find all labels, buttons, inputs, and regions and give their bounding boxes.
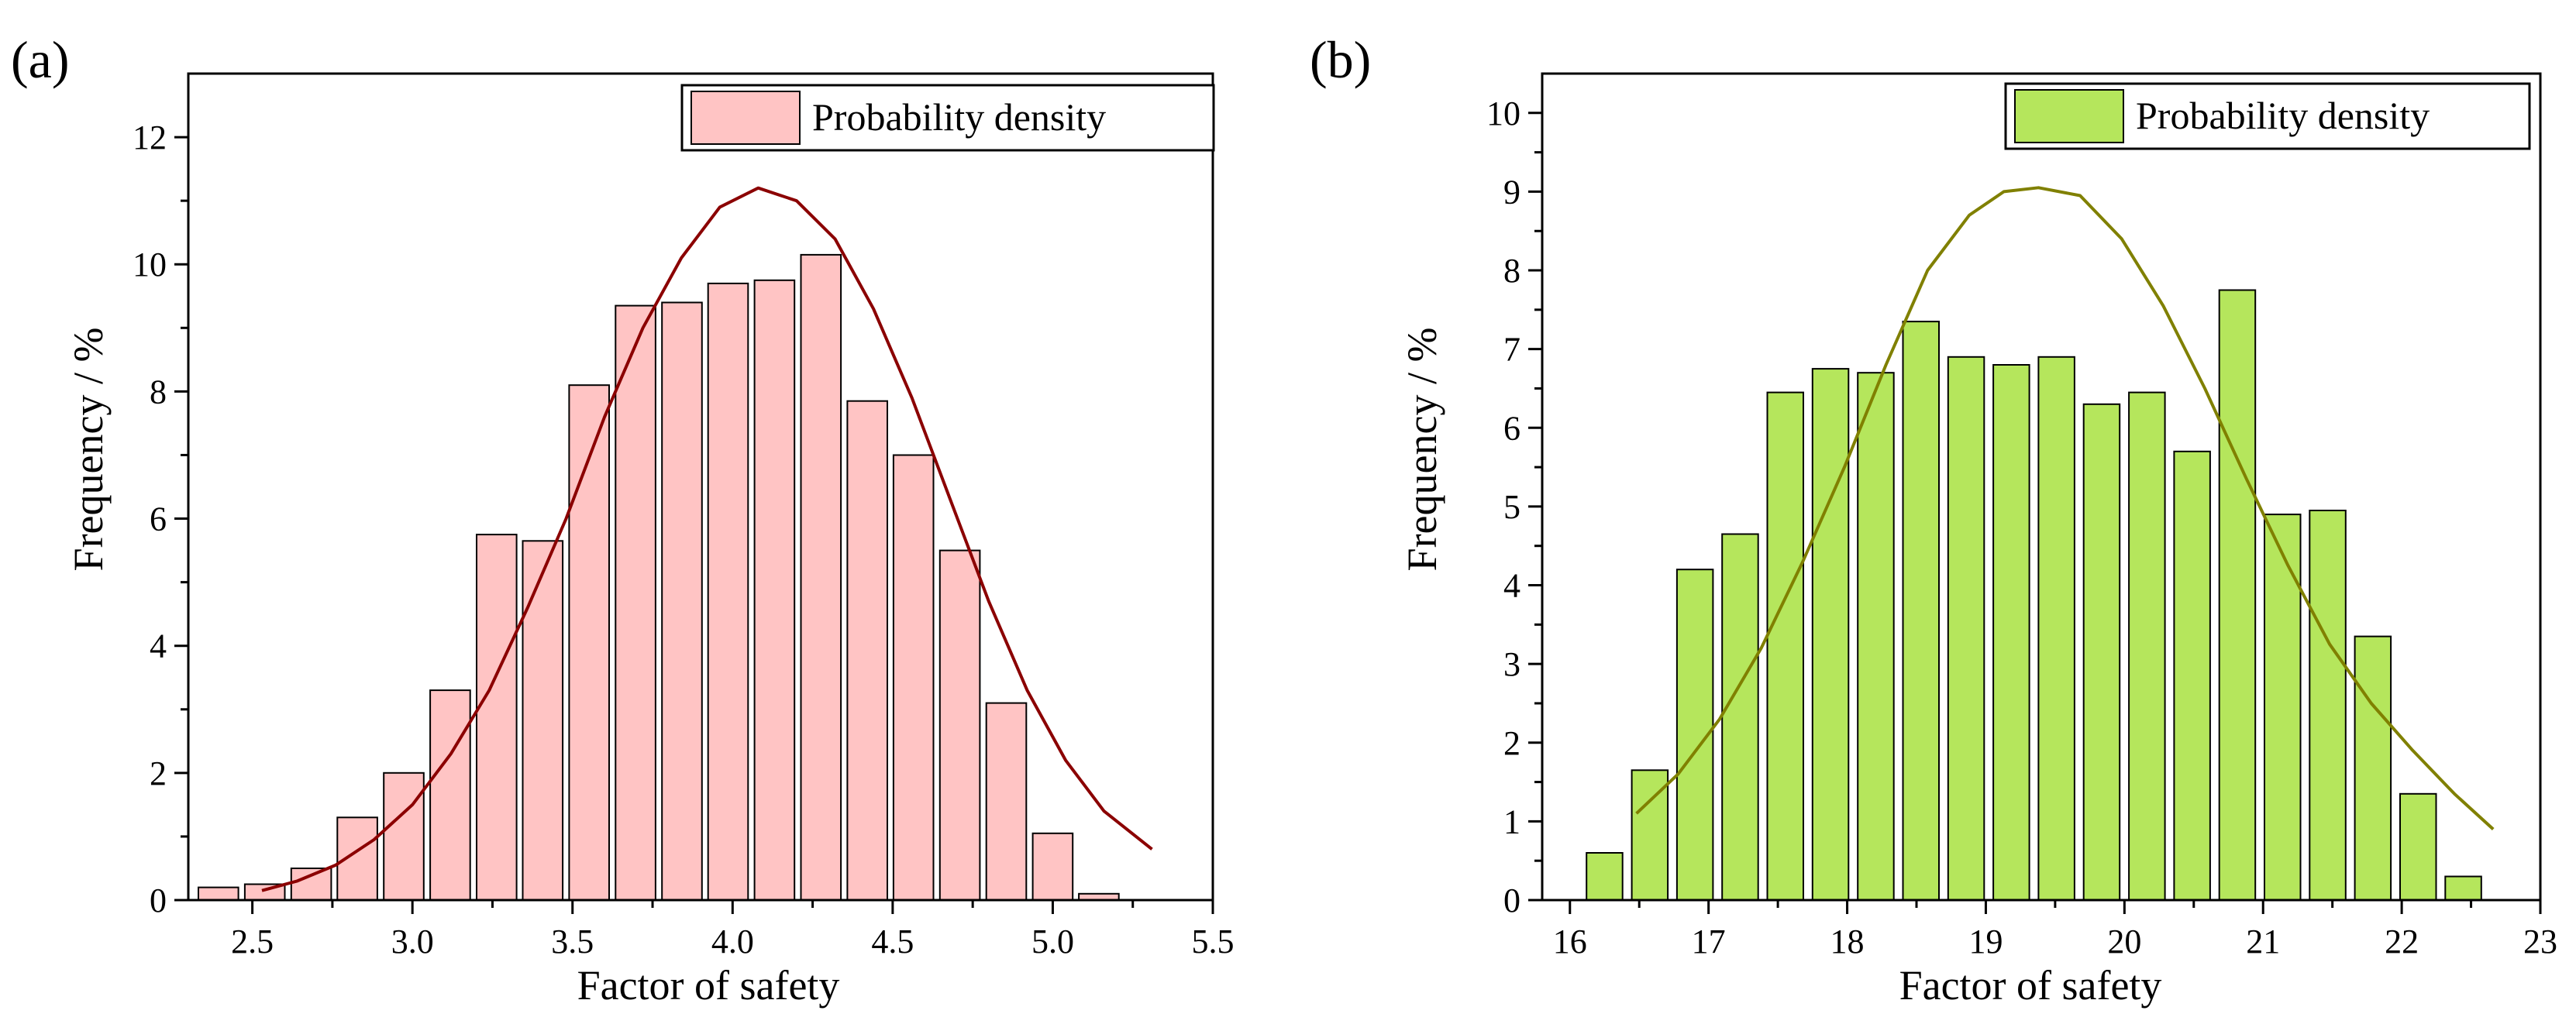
- y-tick-label-a-0: 0: [150, 882, 167, 919]
- x-tick-label-a-4: 4.5: [871, 923, 914, 961]
- y-tick-label-a-3: 6: [150, 500, 167, 538]
- x-tick-label-a-6: 5.5: [1192, 923, 1235, 961]
- density-line-a: [261, 186, 1153, 892]
- y-tick-label-b-10: 10: [1486, 95, 1520, 132]
- bar-a-13: [800, 253, 842, 901]
- bar-a-14: [846, 400, 889, 901]
- plot-a: 2.5 3.0 3.5 4.0 4.5 5.0 5.5 0 2 4 6 8 10 12: [133, 72, 1235, 961]
- bar-b-12: [2128, 391, 2166, 902]
- axes-frame-a: [187, 72, 1214, 902]
- y-tick-label-b-0: 0: [1503, 882, 1520, 919]
- bar-a-9: [615, 304, 656, 902]
- bar-b-15: [2264, 514, 2302, 901]
- x-tick-label-a-1: 3.0: [391, 923, 434, 961]
- x-tick-label-b-0: 16: [1553, 923, 1587, 961]
- y-tick-label-b-7: 7: [1503, 331, 1520, 369]
- x-tick-label-a-2: 3.5: [551, 923, 594, 961]
- bar-b-8: [1947, 356, 1985, 901]
- x-tick-label-b-2: 18: [1830, 923, 1865, 961]
- bar-b-19: [2444, 875, 2482, 901]
- bar-a-15: [892, 454, 935, 901]
- legend-a: Probability density: [680, 84, 1215, 152]
- x-tick-label-b-3: 19: [1968, 923, 2003, 961]
- bar-b-5: [1811, 368, 1850, 902]
- x-axis-title-b: Factor of safety: [1899, 962, 2162, 1009]
- bar-b-6: [1857, 372, 1895, 901]
- x-tick-label-b-1: 17: [1692, 923, 1726, 961]
- bar-b-13: [2173, 450, 2211, 901]
- x-tick-label-b-7: 23: [2523, 923, 2557, 961]
- legend-b-label: Probability density: [2136, 94, 2430, 137]
- y-tick-label-a-1: 2: [150, 754, 167, 792]
- bar-b-0: [1586, 852, 1624, 901]
- y-axis-title-a: Frequency / %: [65, 328, 112, 572]
- bar-a-18: [1031, 832, 1074, 902]
- x-tick-label-b-4: 20: [2107, 923, 2141, 961]
- y-tick-label-b-5: 5: [1503, 488, 1520, 526]
- bar-b-10: [2037, 356, 2075, 901]
- y-tick-label-b-4: 4: [1503, 567, 1520, 605]
- bar-b-3: [1721, 533, 1759, 901]
- y-tick-label-b-6: 6: [1503, 409, 1520, 447]
- bar-a-11: [707, 282, 749, 901]
- bar-a-7: [522, 540, 564, 901]
- bar-b-9: [1992, 364, 2030, 901]
- y-tick-label-b-2: 2: [1503, 724, 1520, 762]
- bar-a-0: [198, 886, 239, 901]
- bar-a-5: [429, 689, 471, 901]
- legend-a-swatch: [690, 91, 801, 145]
- bar-b-14: [2218, 289, 2257, 901]
- bar-b-16: [2309, 510, 2347, 901]
- bar-b-4: [1766, 391, 1804, 902]
- bar-a-6: [476, 534, 518, 901]
- x-tick-label-b-5: 21: [2246, 923, 2280, 961]
- y-tick-label-b-9: 9: [1503, 173, 1520, 211]
- bar-a-2: [290, 868, 332, 901]
- bar-a-8: [568, 384, 611, 901]
- axes-frame-b: [1541, 72, 2542, 902]
- y-tick-label-a-6: 12: [133, 119, 167, 156]
- legend-b-swatch: [2014, 89, 2124, 143]
- y-axis-title-b: Frequency / %: [1399, 328, 1445, 572]
- y-tick-label-a-5: 10: [133, 246, 167, 284]
- x-tick-label-a-0: 2.5: [231, 923, 274, 961]
- legend-b: Probability density: [2004, 82, 2531, 150]
- y-tick-label-b-8: 8: [1503, 252, 1520, 290]
- panel-b-label: (b): [1310, 30, 1371, 89]
- legend-a-label: Probability density: [812, 95, 1106, 139]
- density-line-b: [1635, 186, 2495, 830]
- bar-b-11: [2082, 403, 2121, 901]
- bar-b-7: [1902, 321, 1940, 902]
- bar-b-17: [2354, 635, 2392, 901]
- y-tick-label-b-1: 1: [1503, 802, 1520, 840]
- bar-a-12: [753, 279, 796, 902]
- y-tick-label-b-3: 3: [1503, 645, 1520, 683]
- x-axis-title-a: Factor of safety: [577, 962, 840, 1009]
- y-tick-label-a-2: 4: [150, 627, 167, 665]
- bar-b-18: [2399, 792, 2437, 902]
- x-tick-label-a-3: 4.0: [711, 923, 754, 961]
- panel-a-label: (a): [11, 30, 69, 89]
- x-tick-label-b-6: 22: [2385, 923, 2419, 961]
- bar-a-10: [661, 301, 703, 901]
- bar-a-16: [938, 549, 981, 901]
- bar-a-4: [383, 772, 425, 901]
- bar-a-17: [985, 702, 1028, 901]
- panel-a: (a) 2.5 3.0 3.5 4.0 4.5 5.0 5.5 0 2 4 6 8 10 12 Facto…: [11, 30, 1235, 1009]
- y-tick-label-a-4: 8: [150, 373, 167, 411]
- x-tick-label-a-5: 5.0: [1031, 923, 1074, 961]
